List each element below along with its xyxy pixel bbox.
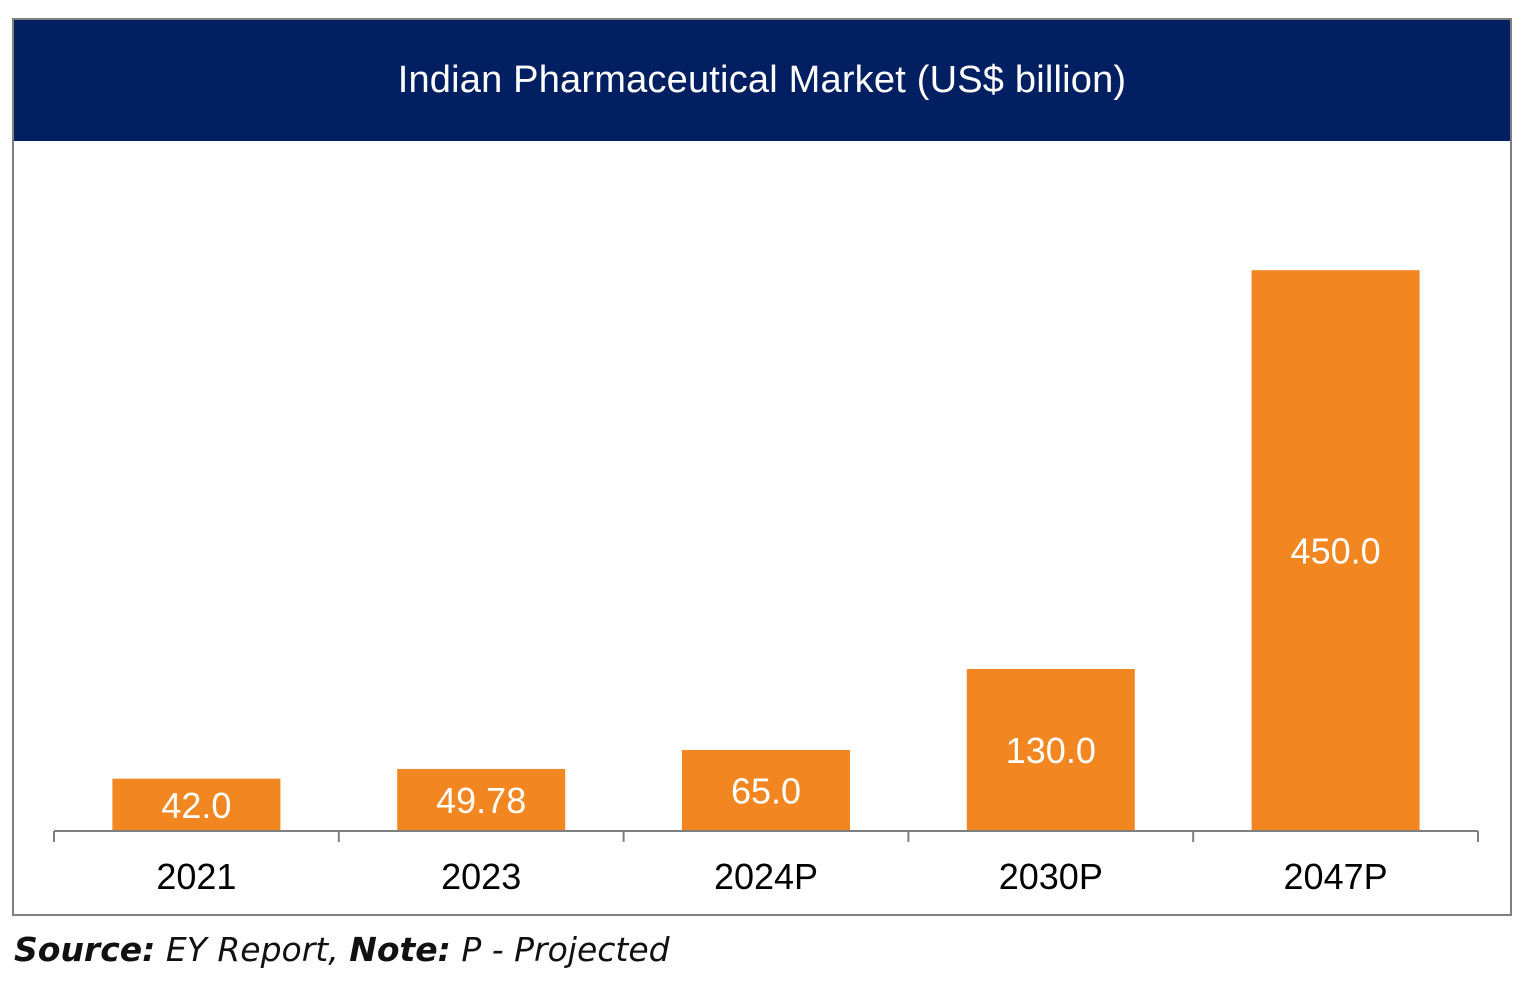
bar-2023 [397, 768, 566, 831]
note-label: Note: [349, 930, 451, 969]
bar-chart: 42.0 2021 49.78 2023 65.0 2024P 130.0 2030P 450.… [53, 270, 1479, 897]
chart-title: Indian Pharmaceutical Market (US$ billio… [397, 59, 1127, 101]
source-note: Source: EY Report, Note: P - Projected [14, 930, 670, 969]
bar-2024P [682, 749, 850, 831]
bar-2030P [966, 668, 1135, 831]
x-tick-label-2023: 2023 [441, 856, 521, 897]
data-label-2021: 42.0 [161, 785, 231, 826]
source-text: EY Report, [155, 930, 350, 969]
data-label-2030P: 130.0 [1006, 730, 1096, 771]
title-band: Indian Pharmaceutical Market (US$ billio… [14, 20, 1510, 141]
source-label: Source: [14, 930, 156, 969]
data-label-2023: 49.78 [436, 780, 526, 821]
note-text: P - Projected [450, 930, 670, 969]
data-label-2024P: 65.0 [731, 770, 801, 811]
bar-2021 [112, 778, 281, 831]
x-tick-label-2030P: 2030P [999, 856, 1103, 897]
x-tick-label-2024P: 2024P [714, 856, 818, 897]
x-tick-label-2047P: 2047P [1284, 856, 1388, 897]
x-tick-label-2021: 2021 [156, 856, 236, 897]
data-label-2047P: 450.0 [1291, 531, 1381, 572]
bar-2047P [1251, 270, 1420, 832]
